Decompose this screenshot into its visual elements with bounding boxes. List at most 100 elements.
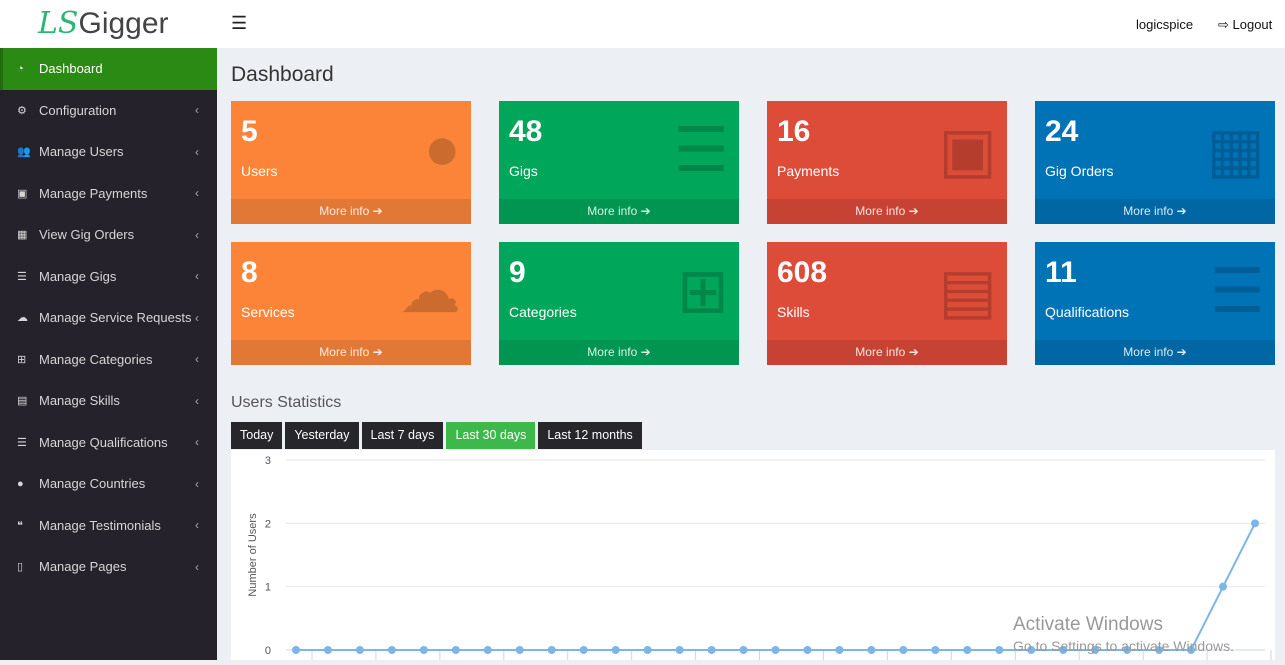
sidebar-item-manage-users[interactable]: 👥 Manage Users ‹: [0, 131, 217, 173]
chevron-left-icon: ‹: [195, 476, 199, 491]
sidebar-item-label: Manage Payments: [39, 185, 148, 201]
data-point: [579, 646, 588, 654]
sitemap-icon: ⊞: [17, 353, 27, 366]
users-icon: 👥: [17, 146, 31, 159]
sidebar-item-view-gig-orders[interactable]: ▦ View Gig Orders ‹: [0, 214, 217, 256]
tab-last-7-days[interactable]: Last 7 days: [361, 422, 444, 449]
arrow-circle-right-icon: ➔: [372, 204, 383, 218]
data-point: [1091, 646, 1100, 654]
data-point: [387, 646, 396, 654]
more-info-link[interactable]: More info ➔: [1035, 199, 1275, 224]
data-point: [323, 646, 332, 654]
data-point: [675, 646, 684, 654]
quote-icon: ❝: [17, 519, 23, 532]
money-icon: ▣: [17, 187, 28, 200]
more-info-link[interactable]: More info ➔: [1035, 340, 1275, 365]
stat-count: 48: [509, 115, 543, 148]
more-info-link[interactable]: More info ➔: [767, 199, 1007, 224]
sidebar-item-manage-gigs[interactable]: ☰ Manage Gigs ‹: [0, 256, 217, 298]
stat-label: Payments: [777, 163, 840, 179]
more-info-link[interactable]: More info ➔: [499, 199, 739, 224]
sidebar-item-manage-pages[interactable]: ▯ Manage Pages ‹: [0, 546, 217, 588]
sidebar-item-label: Manage Service Requests: [39, 310, 192, 326]
more-info-link[interactable]: More info ➔: [767, 340, 1007, 365]
sidebar-item-label: Manage Pages: [39, 559, 127, 575]
data-point: [515, 646, 524, 654]
table-icon: ▦: [17, 229, 28, 242]
chevron-left-icon: ‹: [195, 103, 199, 118]
stat-label: Users: [241, 163, 278, 179]
cogs-icon: ⚙: [17, 104, 27, 117]
chevron-left-icon: ‹: [195, 144, 199, 159]
sidebar-item-manage-countries[interactable]: ● Manage Countries ‹: [0, 463, 217, 505]
sidebar-item-label: Manage Gigs: [39, 268, 117, 284]
stat-box-categories: 9 Categories ⊞ More info ➔: [499, 242, 739, 365]
data-point: [707, 646, 716, 654]
menu-toggle-icon[interactable]: ☰: [231, 13, 248, 33]
sidebar-item-label: Configuration: [39, 102, 117, 118]
user-name[interactable]: logicspice: [1136, 17, 1194, 32]
data-point: [1059, 646, 1068, 654]
data-point: [995, 646, 1004, 654]
stat-count: 9: [509, 256, 526, 289]
table-icon: ▦: [1206, 116, 1265, 185]
file-icon: ▯: [17, 561, 24, 574]
data-point: [899, 646, 908, 654]
stat-count: 24: [1045, 115, 1079, 148]
y-tick-label: 3: [265, 455, 271, 467]
data-point: [1155, 646, 1164, 654]
chevron-left-icon: ‹: [195, 310, 199, 325]
arrow-circle-right-icon: ➔: [908, 204, 919, 218]
chevron-left-icon: ‹: [195, 269, 199, 284]
sidebar-item-manage-skills[interactable]: ▤ Manage Skills ‹: [0, 380, 217, 422]
users-chart: 0 1 2 3 Number of Users: [231, 450, 1275, 660]
sidebar-item-manage-testimonials[interactable]: ❝ Manage Testimonials ‹: [0, 505, 217, 547]
stat-box-payments: 16 Payments ▣ More info ➔: [767, 101, 1007, 224]
arrow-circle-right-icon: ➔: [908, 345, 919, 359]
logo[interactable]: LSGigger: [38, 6, 169, 41]
chevron-left-icon: ‹: [195, 227, 199, 242]
stat-count: 11: [1045, 256, 1077, 289]
sidebar-item-manage-categories[interactable]: ⊞ Manage Categories ‹: [0, 339, 217, 381]
chevron-left-icon: ‹: [195, 518, 199, 533]
sidebar-item-configuration[interactable]: ⚙ Configuration ‹: [0, 90, 217, 132]
tab-last-30-days[interactable]: Last 30 days: [446, 422, 536, 449]
sidebar-item-dashboard[interactable]: ◔ Dashboard: [0, 48, 217, 90]
stat-box-services: 8 Services ☁ More info ➔: [231, 242, 471, 365]
stat-label: Gig Orders: [1045, 163, 1114, 179]
chevron-left-icon: ‹: [195, 435, 199, 450]
stat-box-gig-orders: 24 Gig Orders ▦ More info ➔: [1035, 101, 1275, 224]
stat-count: 608: [777, 256, 828, 289]
data-point: [771, 646, 780, 654]
data-point: [739, 646, 748, 654]
dashboard-icon: ◔: [17, 62, 24, 75]
more-info-link[interactable]: More info ➔: [231, 199, 471, 224]
user-icon: ●: [423, 114, 461, 183]
logout-button[interactable]: ⇨ Logout: [1218, 17, 1273, 32]
more-info-link[interactable]: More info ➔: [499, 340, 739, 365]
sidebar-item-label: View Gig Orders: [39, 227, 135, 243]
watermark-title: Activate Windows: [1013, 614, 1163, 635]
sidebar-item-label: Manage Skills: [39, 393, 120, 409]
tab-today[interactable]: Today: [231, 422, 283, 449]
stat-count: 5: [241, 115, 258, 148]
data-point: [1219, 582, 1228, 591]
sidebar-item-label: Manage Testimonials: [39, 517, 161, 533]
tab-yesterday[interactable]: Yesterday: [285, 422, 359, 449]
more-info-link[interactable]: More info ➔: [231, 340, 471, 365]
stat-label: Qualifications: [1045, 304, 1130, 320]
stat-label: Gigs: [509, 163, 538, 179]
sidebar-item-manage-service-requests[interactable]: ☁ Manage Service Requests ‹: [0, 297, 217, 339]
stat-box-gigs: 48 Gigs ☰ More info ➔: [499, 101, 739, 224]
stat-label: Categories: [509, 304, 577, 320]
data-point: [355, 646, 364, 654]
arrow-circle-right-icon: ➔: [372, 345, 383, 359]
tab-last-12-months[interactable]: Last 12 months: [538, 422, 642, 449]
arrow-circle-right-icon: ➔: [1176, 345, 1187, 359]
arrow-circle-right-icon: ➔: [640, 345, 651, 359]
sidebar: ◔ Dashboard ⚙ Configuration ‹ 👥 Manage Users ‹ ▣…: [0, 48, 217, 660]
data-point: [931, 646, 940, 654]
sidebar-item-manage-payments[interactable]: ▣ Manage Payments ‹: [0, 173, 217, 215]
top-bar: LSGigger ☰ logicspice ⇨ Logout: [0, 0, 1285, 48]
sidebar-item-manage-qualifications[interactable]: ☰ Manage Qualifications ‹: [0, 422, 217, 464]
